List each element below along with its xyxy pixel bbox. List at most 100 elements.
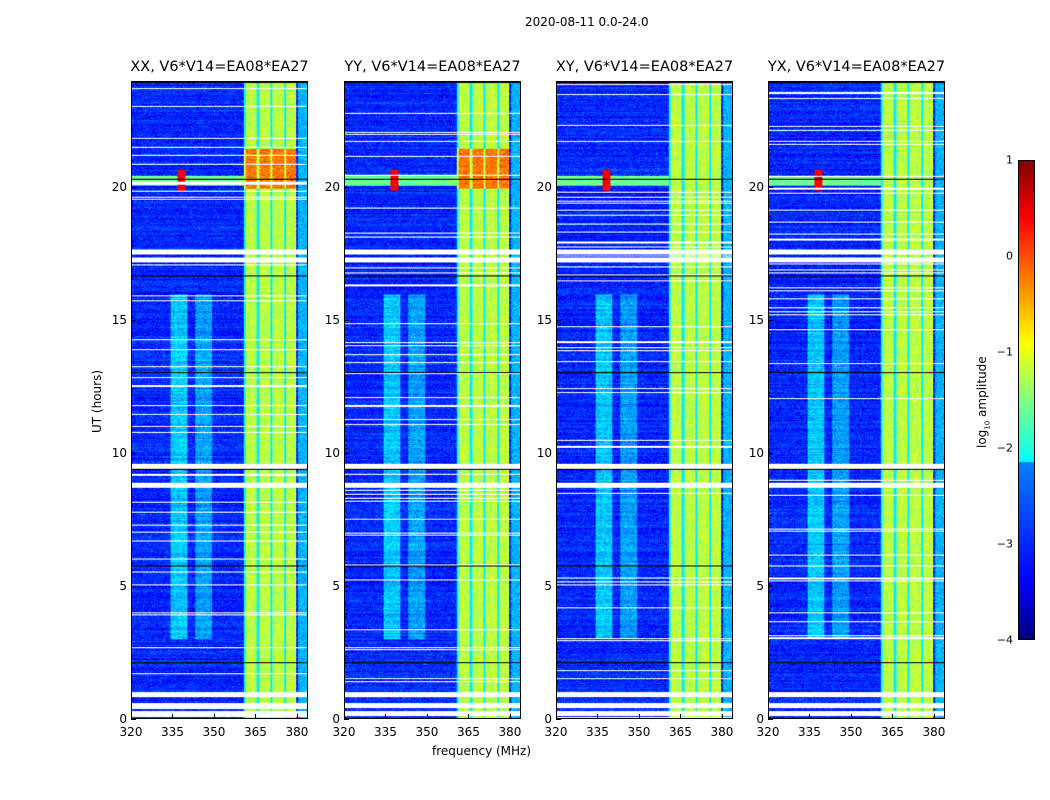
x-tick-label: 320	[756, 725, 780, 739]
heatmap-panel	[768, 81, 945, 719]
y-tick-label: 0	[332, 712, 340, 726]
x-tick-label: 380	[285, 725, 309, 739]
y-tick-label: 15	[536, 313, 552, 328]
heatmap-image	[132, 82, 307, 718]
x-tick-label: 365	[669, 725, 692, 739]
y-tick	[556, 320, 561, 322]
y-tick	[344, 187, 349, 189]
x-tick	[255, 714, 257, 719]
x-tick-label: 350	[839, 725, 863, 739]
y-tick-label: 5	[332, 579, 340, 594]
x-tick-label: 335	[798, 725, 821, 739]
y-tick-label: 0	[544, 712, 552, 726]
y-tick-label: 10	[111, 446, 127, 461]
x-tick	[933, 714, 935, 719]
heatmap-image	[769, 82, 944, 718]
y-tick	[768, 586, 773, 588]
colorbar-tick-label: 0	[1006, 249, 1013, 263]
y-tick	[556, 453, 561, 455]
heatmap-image	[345, 82, 520, 718]
x-tick	[680, 714, 682, 719]
x-tick-label: 350	[202, 725, 226, 739]
x-tick	[509, 714, 511, 719]
y-tick-label: 20	[536, 180, 552, 195]
x-tick	[638, 714, 640, 719]
x-tick	[344, 714, 345, 719]
x-tick	[768, 714, 769, 719]
x-tick	[296, 714, 298, 719]
x-tick-label: 380	[922, 725, 946, 739]
y-tick-label: 15	[748, 313, 764, 328]
colorbar-tick-label: 1	[1006, 153, 1013, 167]
y-tick-label: 5	[756, 579, 764, 594]
panel-title: YX, V6*V14=EA08*EA27	[767, 59, 946, 75]
y-tick-label: 10	[748, 446, 764, 461]
y-tick	[131, 719, 136, 720]
x-tick-label: 335	[586, 725, 609, 739]
y-tick	[344, 586, 349, 588]
y-axis-label: UT (hours)	[90, 369, 104, 433]
heatmap-panel	[131, 81, 308, 719]
x-tick-label: 320	[119, 725, 143, 739]
colorbar-label: log10 amplitude	[975, 356, 992, 448]
y-tick	[131, 453, 136, 455]
y-tick	[768, 320, 773, 322]
colorbar-tick-label: −4	[996, 633, 1013, 647]
x-axis-label: frequency (MHz)	[432, 744, 532, 758]
y-tick	[131, 320, 136, 322]
panel-title: YY, V6*V14=EA08*EA27	[344, 59, 521, 75]
colorbar	[1018, 160, 1035, 640]
y-tick	[556, 719, 561, 720]
y-tick	[768, 187, 773, 189]
colorbar-tick-label: −2	[996, 441, 1013, 455]
figure-title: 2020-08-11 0.0-24.0	[525, 15, 649, 29]
x-tick	[850, 714, 852, 719]
x-tick	[468, 714, 470, 719]
y-tick-label: 20	[748, 180, 764, 195]
colorbar-tick-label: −3	[996, 537, 1013, 551]
y-tick-label: 15	[111, 313, 127, 328]
x-tick-label: 350	[415, 725, 439, 739]
x-tick	[721, 714, 723, 719]
x-tick-label: 320	[544, 725, 568, 739]
y-tick	[344, 719, 349, 720]
y-tick-label: 0	[119, 712, 127, 726]
y-tick-label: 10	[324, 446, 340, 461]
x-tick-label: 320	[332, 725, 356, 739]
x-tick	[892, 714, 894, 719]
x-tick-label: 365	[881, 725, 904, 739]
y-tick	[768, 453, 773, 455]
x-tick	[556, 714, 557, 719]
y-tick	[768, 719, 773, 720]
x-tick	[172, 714, 174, 719]
x-tick-label: 380	[710, 725, 734, 739]
y-tick-label: 15	[324, 313, 340, 328]
x-tick-label: 380	[498, 725, 522, 739]
y-tick	[556, 586, 561, 588]
x-tick	[426, 714, 428, 719]
y-tick-label: 10	[536, 446, 552, 461]
x-tick-label: 335	[374, 725, 397, 739]
y-tick	[556, 187, 561, 189]
y-tick-label: 5	[119, 579, 127, 594]
y-tick-label: 20	[111, 180, 127, 195]
x-tick-label: 365	[457, 725, 480, 739]
x-tick	[809, 714, 811, 719]
heatmap-panel	[344, 81, 521, 719]
panel-title: XX, V6*V14=EA08*EA27	[130, 59, 309, 75]
x-tick	[213, 714, 215, 719]
heatmap-image	[557, 82, 732, 718]
x-tick-label: 365	[244, 725, 267, 739]
y-tick	[131, 586, 136, 588]
panel-title: XY, V6*V14=EA08*EA27	[555, 59, 734, 75]
x-tick	[385, 714, 387, 719]
y-tick	[344, 453, 349, 455]
y-tick	[131, 187, 136, 189]
y-tick-label: 0	[756, 712, 764, 726]
colorbar-tick-label: −1	[996, 345, 1013, 359]
x-tick-label: 335	[161, 725, 184, 739]
x-tick	[131, 714, 132, 719]
y-tick-label: 20	[324, 180, 340, 195]
x-tick-label: 350	[627, 725, 651, 739]
